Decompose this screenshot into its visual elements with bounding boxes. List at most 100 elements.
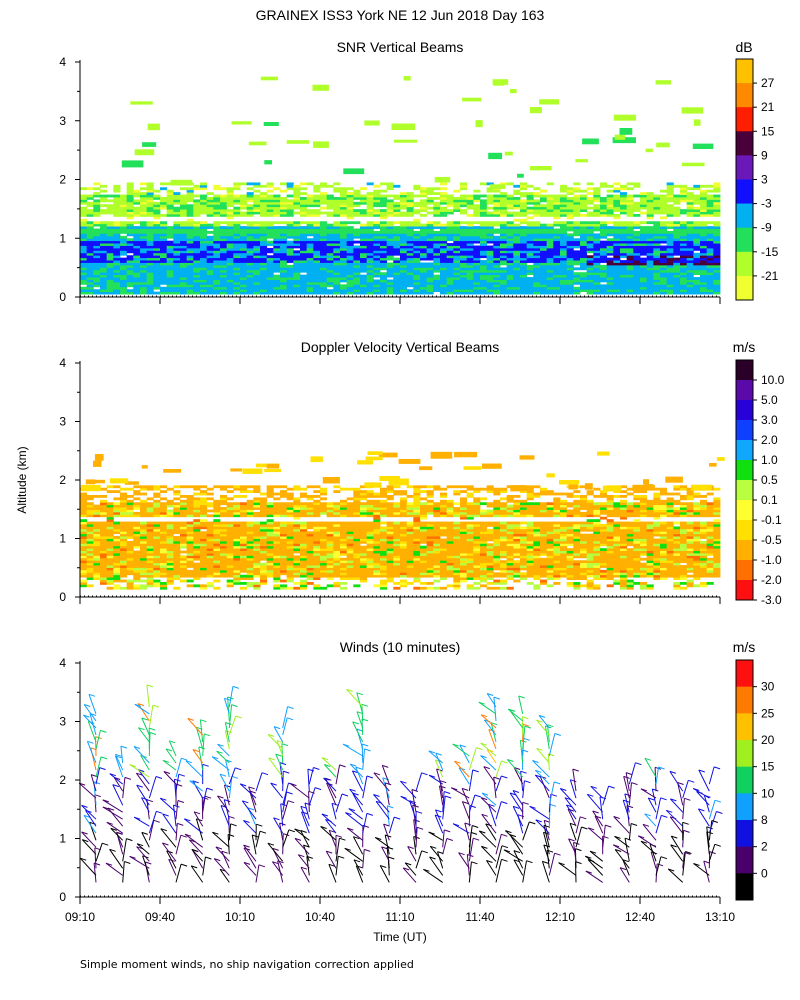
field-cell [546, 247, 554, 251]
field-cell [100, 235, 108, 239]
field-cell [160, 277, 168, 280]
field-cell [400, 240, 408, 244]
field-cell [233, 247, 241, 251]
field-cell [673, 226, 681, 229]
field-cell [100, 511, 108, 515]
field-cell [93, 577, 101, 580]
field-cell [186, 204, 194, 208]
field-cell [120, 252, 128, 256]
field-cell [240, 245, 248, 249]
field-cell [100, 209, 108, 212]
field-cell [260, 274, 268, 278]
field-cell [273, 187, 281, 191]
field-cell [233, 272, 241, 276]
field-cell [606, 250, 614, 254]
field-cell [146, 226, 154, 229]
field-cell [80, 550, 88, 554]
field-cell [140, 533, 148, 537]
field-cell [406, 279, 414, 283]
field-cell [113, 279, 121, 283]
field-cell [140, 277, 148, 280]
field-cell [273, 536, 281, 539]
field-cell [213, 562, 221, 566]
field-cell [380, 245, 388, 249]
field-cell [166, 233, 174, 237]
field-cell [86, 284, 94, 288]
field-cell [166, 197, 174, 200]
field-cell [133, 531, 141, 535]
field-cell [106, 511, 114, 515]
field-cell [266, 209, 274, 212]
field-cell [346, 238, 354, 242]
field-cell [280, 550, 288, 554]
field-cell [113, 565, 121, 568]
field-cell [113, 557, 121, 561]
field-cell [440, 277, 448, 280]
field-cell [106, 507, 114, 510]
field-cell [306, 238, 314, 242]
field-cell [540, 213, 548, 217]
field-cell [213, 199, 221, 203]
field-cell [480, 240, 488, 244]
field-cell [220, 194, 228, 198]
field-cell [513, 218, 521, 222]
field-cell [386, 289, 394, 293]
field-cell [620, 269, 628, 273]
field-cell [220, 524, 228, 527]
field-cell [580, 204, 588, 208]
field-cell [233, 565, 241, 568]
field-cell [373, 230, 381, 234]
field-cell [160, 565, 168, 568]
field-cell [146, 531, 154, 535]
field-cell [453, 238, 461, 242]
field-cell [326, 291, 334, 295]
field-cell [160, 289, 168, 293]
field-cell [120, 243, 128, 246]
field-cell [613, 245, 621, 249]
field-cell [220, 545, 228, 549]
field-cell [160, 531, 168, 535]
field-cell [440, 255, 448, 259]
field-cell [193, 509, 201, 513]
field-cell [460, 291, 468, 295]
field-cell [520, 284, 528, 288]
field-cell [713, 189, 721, 193]
field-cell [200, 197, 208, 200]
field-cell [620, 255, 628, 259]
field-cell [300, 204, 308, 208]
field-cell [420, 233, 428, 237]
field-cell [660, 272, 668, 276]
field-cell [280, 264, 288, 268]
field-cell [240, 509, 248, 513]
field-cell [113, 206, 121, 210]
field-patch [263, 122, 279, 126]
field-cell [200, 238, 208, 242]
field-cell [313, 204, 321, 208]
field-cell [140, 284, 148, 288]
field-cell [213, 206, 221, 210]
field-cell [520, 213, 528, 217]
field-cell [613, 230, 621, 234]
field-cell [146, 221, 154, 225]
field-cell [166, 504, 174, 508]
field-cell [180, 272, 188, 276]
field-cell [586, 260, 594, 263]
field-cell [86, 289, 94, 293]
field-cell [553, 238, 561, 242]
field-cell [120, 524, 128, 527]
field-cell [166, 235, 174, 239]
field-cell [646, 230, 654, 234]
field-cell [113, 577, 121, 580]
field-cell [253, 533, 261, 537]
field-cell [260, 499, 268, 503]
field-cell [326, 204, 334, 208]
field-cell [133, 555, 141, 559]
field-cell [553, 269, 561, 273]
field-cell [600, 213, 608, 217]
field-cell [253, 507, 261, 510]
field-cell [700, 279, 708, 283]
field-cell [640, 228, 648, 232]
field-cell [173, 577, 181, 580]
field-cell [166, 553, 174, 556]
field-cell [113, 528, 121, 532]
